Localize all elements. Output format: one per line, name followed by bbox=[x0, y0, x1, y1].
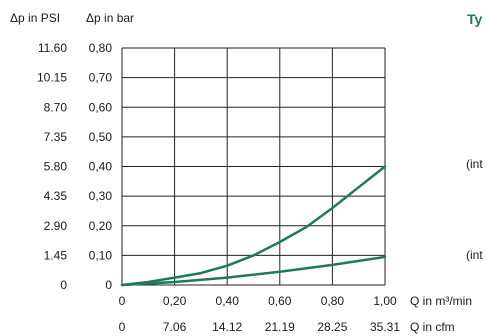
y-tick-label-psi: 0 bbox=[60, 278, 67, 292]
y-tick-label-psi: 5.80 bbox=[44, 160, 68, 174]
y-tick-label-bar: 0,40 bbox=[89, 160, 113, 174]
series-line-1 bbox=[120, 165, 387, 287]
x-tick-label-cfm: 35.31 bbox=[370, 320, 400, 334]
side-title: Ty bbox=[467, 11, 483, 27]
x-tick-label-cfm: 14.12 bbox=[212, 320, 242, 334]
y-tick-label-bar: 0,30 bbox=[89, 189, 113, 203]
y-tick-label-bar: 0,20 bbox=[89, 219, 113, 233]
y-tick-label-bar: 0,60 bbox=[89, 100, 113, 114]
x-tick-label-m3: 0 bbox=[119, 294, 126, 308]
x-tick-label-cfm: 21.19 bbox=[265, 320, 295, 334]
y-tick-label-psi: 10.15 bbox=[37, 71, 67, 85]
x-tick-label-m3: 0,80 bbox=[321, 294, 345, 308]
y-axis-head-psi: Δp in PSI bbox=[10, 11, 60, 25]
side-note-1: (int bbox=[466, 157, 483, 171]
side-note-2: (int bbox=[466, 248, 483, 262]
x-tick-label-m3: 0,40 bbox=[216, 294, 240, 308]
y-tick-label-bar: 0 bbox=[105, 278, 112, 292]
x-axis-unit-m3: Q in m³/min bbox=[410, 294, 472, 308]
y-tick-label-psi: 4.35 bbox=[44, 189, 68, 203]
x-axis-unit-cfm: Q in cfm bbox=[410, 320, 455, 334]
x-tick-label-m3: 0,20 bbox=[163, 294, 187, 308]
chart-grid bbox=[121, 47, 386, 286]
y-tick-label-psi: 8.70 bbox=[44, 100, 68, 114]
y-tick-label-psi: 2.90 bbox=[44, 219, 68, 233]
y-tick-label-bar: 0,10 bbox=[89, 248, 113, 262]
chart-lines bbox=[120, 165, 387, 287]
y-tick-label-bar: 0,70 bbox=[89, 71, 113, 85]
x-tick-label-cfm: 28.25 bbox=[317, 320, 347, 334]
y-tick-label-psi: 11.60 bbox=[38, 41, 67, 55]
y-tick-label-psi: 1.45 bbox=[44, 248, 68, 262]
x-tick-label-cfm: 7.06 bbox=[163, 320, 187, 334]
y-tick-label-bar: 0,80 bbox=[89, 41, 113, 55]
x-tick-label-m3: 0,60 bbox=[268, 294, 292, 308]
y-tick-label-psi: 7.35 bbox=[44, 130, 68, 144]
y-tick-label-bar: 0,50 bbox=[89, 130, 113, 144]
y-axis-head-bar: Δp in bar bbox=[86, 11, 134, 25]
x-tick-label-cfm: 0 bbox=[119, 320, 126, 334]
chart-ticks: 0,80 11.60 0,70 10.15 0,60 8.70 0,50 7.35 0,40 5.… bbox=[37, 41, 472, 334]
series-line-2 bbox=[120, 255, 387, 287]
x-tick-label-m3: 1,00 bbox=[373, 294, 397, 308]
